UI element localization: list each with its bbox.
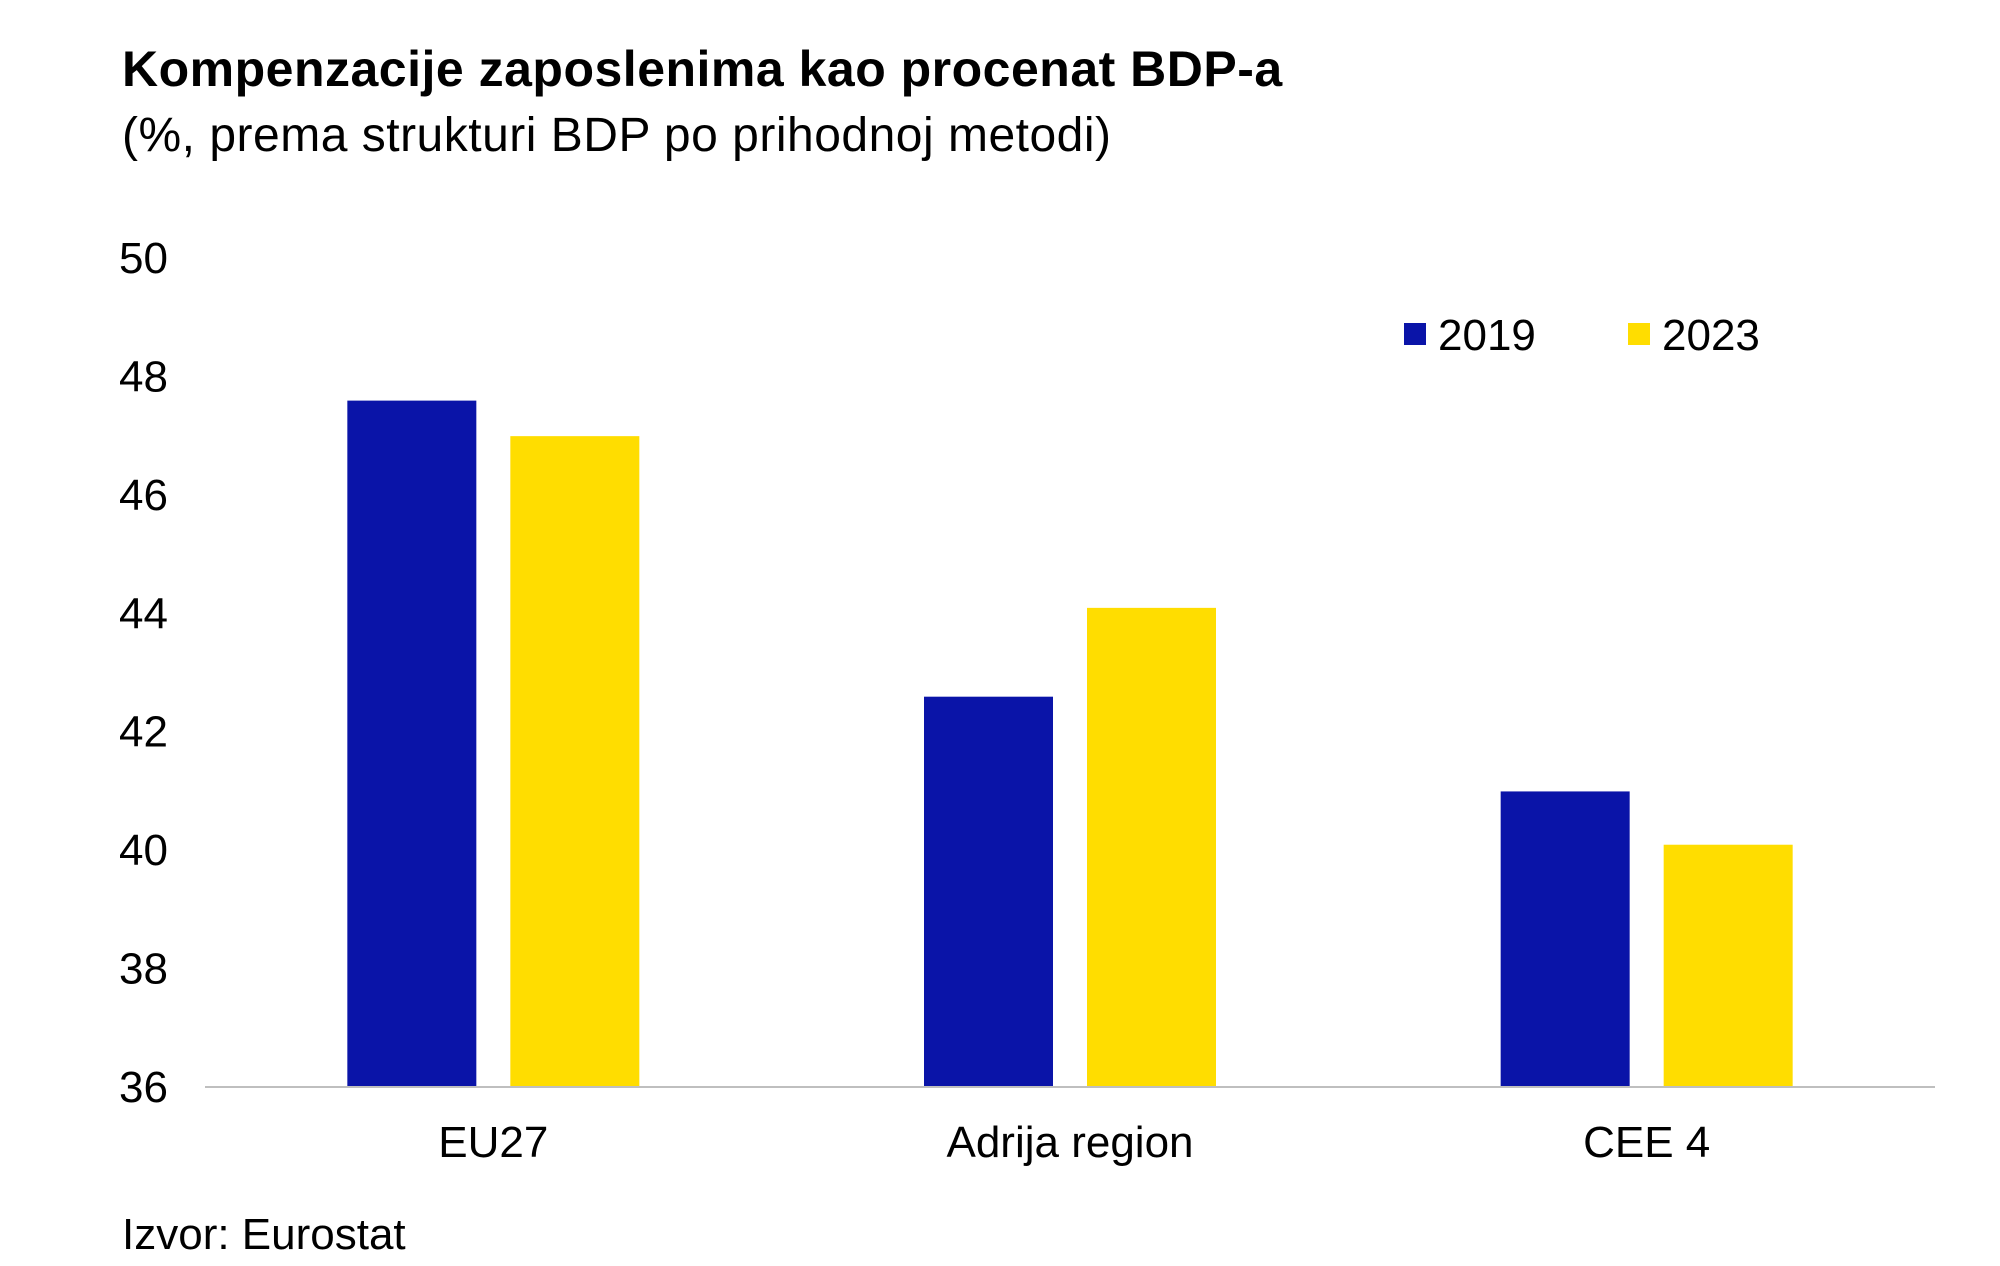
bar-2023-eu27: [509, 435, 641, 1088]
x-category-label: CEE 4: [1583, 1118, 1710, 1167]
legend: 2019 2023: [1404, 311, 1760, 360]
x-category-label: Adrija region: [946, 1118, 1193, 1167]
y-tick-label: 46: [119, 471, 168, 520]
y-tick-label: 40: [119, 826, 168, 875]
x-category-label: EU27: [438, 1118, 548, 1167]
source-note: Izvor: Eurostat: [122, 1210, 406, 1259]
bar-2023-cee-4: [1662, 843, 1794, 1088]
y-tick-label: 42: [119, 708, 168, 757]
chart-subtitle: (%, prema strukturi BDP po prihodnoj met…: [122, 109, 1112, 162]
bar-2019-eu27: [346, 399, 478, 1088]
legend-swatch-2023: [1628, 323, 1650, 345]
y-axis-ticks: 36 38 40 42 44 46 48 50: [119, 234, 168, 1112]
y-tick-label: 48: [119, 352, 168, 401]
bar-2019-cee-4: [1499, 790, 1631, 1088]
y-tick-label: 50: [119, 234, 168, 283]
legend-swatch-2019: [1404, 323, 1426, 345]
bar-2019-adrija-region: [923, 695, 1054, 1088]
chart-title: Kompenzacije zaposlenima kao procenat BD…: [122, 41, 1283, 97]
bars: [346, 399, 1794, 1088]
legend-label: 2019: [1438, 311, 1536, 360]
x-axis-labels: EU27 Adrija region CEE 4: [438, 1118, 1710, 1167]
bar-2023-adrija-region: [1086, 606, 1217, 1088]
y-tick-label: 36: [119, 1063, 168, 1112]
legend-label: 2023: [1662, 311, 1760, 360]
y-tick-label: 44: [119, 589, 168, 638]
y-tick-label: 38: [119, 945, 168, 994]
